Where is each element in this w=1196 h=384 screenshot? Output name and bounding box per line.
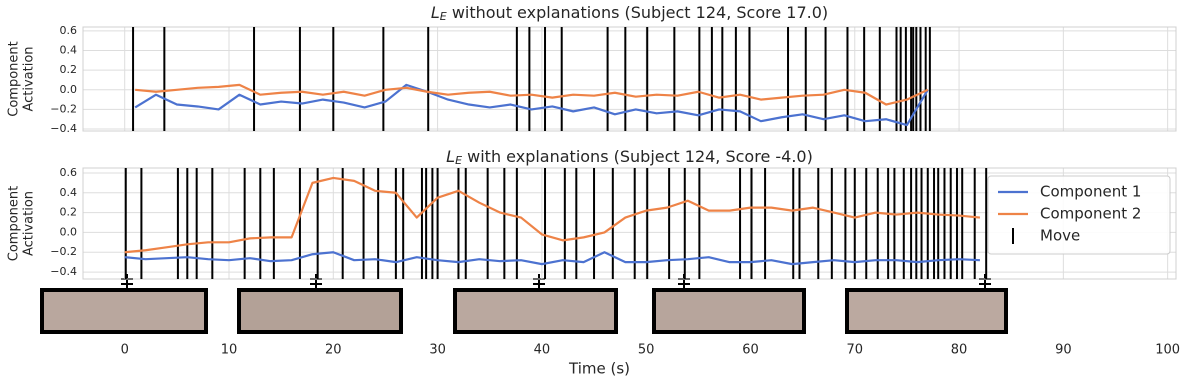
y-tick-label: 0.0 (60, 225, 78, 238)
x-tick-label: 60 (742, 343, 759, 358)
y-axis-label: Activation (22, 46, 37, 111)
eye-images (40, 274, 1008, 334)
eye-image (652, 288, 806, 334)
image-marker (310, 274, 322, 288)
title-symbol: L (446, 147, 455, 166)
y-tick-label: 0.6 (60, 166, 78, 179)
y-tick-label: 0.2 (60, 63, 78, 76)
y-tick-label: −0.2 (50, 102, 77, 115)
eye-image (453, 288, 618, 334)
title-subscript: E (440, 10, 447, 23)
x-axis-label: Time (s) (568, 360, 630, 378)
plot-frame (82, 167, 1177, 280)
plot-frame (82, 26, 1177, 132)
image-marker (121, 274, 133, 288)
legend-label: Move (1040, 227, 1080, 245)
x-tick-label: 50 (638, 343, 655, 358)
x-tick-label: 100 (1155, 343, 1180, 358)
y-tick-label: 0.6 (60, 24, 78, 37)
x-tick-label: 40 (534, 343, 551, 358)
eye-image (40, 288, 208, 334)
series-line (134, 83, 929, 127)
series-line (124, 176, 981, 254)
y-tick-label: 0.2 (60, 206, 78, 219)
y-tick-label: −0.4 (50, 122, 77, 135)
legend-label: Component 2 (1040, 205, 1141, 223)
series-line (135, 83, 929, 106)
x-tick-label: 30 (429, 343, 446, 358)
x-tick-label: 10 (221, 343, 238, 358)
y-tick-label: 0.4 (60, 44, 78, 57)
title-text: with explanations (Subject 124, Score -4… (462, 147, 813, 166)
series-line (124, 251, 980, 266)
subplot: LE without explanations (Subject 124, Sc… (7, 3, 1177, 135)
x-tick-label: 70 (847, 343, 864, 358)
y-axis-label: Activation (22, 191, 37, 256)
legend-label: Component 1 (1040, 183, 1141, 201)
y-axis-label: Component (7, 41, 22, 116)
image-marker (979, 274, 991, 288)
title-text: without explanations (Subject 124, Score… (447, 3, 828, 22)
eye-image (237, 288, 403, 334)
y-tick-label: 0.0 (60, 83, 78, 96)
y-axis-label: Component (7, 186, 22, 261)
y-tick-label: −0.2 (50, 245, 77, 258)
image-markers (121, 274, 991, 288)
x-tick-label: 0 (121, 343, 129, 358)
subplot: LE with explanations (Subject 124, Score… (7, 147, 1177, 280)
chart-title: LE with explanations (Subject 124, Score… (446, 147, 813, 168)
x-tick-label: 20 (325, 343, 342, 358)
x-tick-label: 80 (951, 343, 968, 358)
y-tick-label: 0.4 (60, 186, 78, 199)
legend: Component 1 Component 2 Move (987, 175, 1171, 255)
x-tick-label: 90 (1055, 343, 1072, 358)
chart-title: LE without explanations (Subject 124, Sc… (431, 3, 828, 24)
image-marker (533, 274, 545, 288)
title-symbol: L (431, 3, 440, 22)
eye-image (845, 288, 1008, 334)
legend-box (987, 175, 1171, 255)
y-tick-label: −0.4 (50, 265, 77, 278)
title-subscript: E (455, 154, 462, 167)
